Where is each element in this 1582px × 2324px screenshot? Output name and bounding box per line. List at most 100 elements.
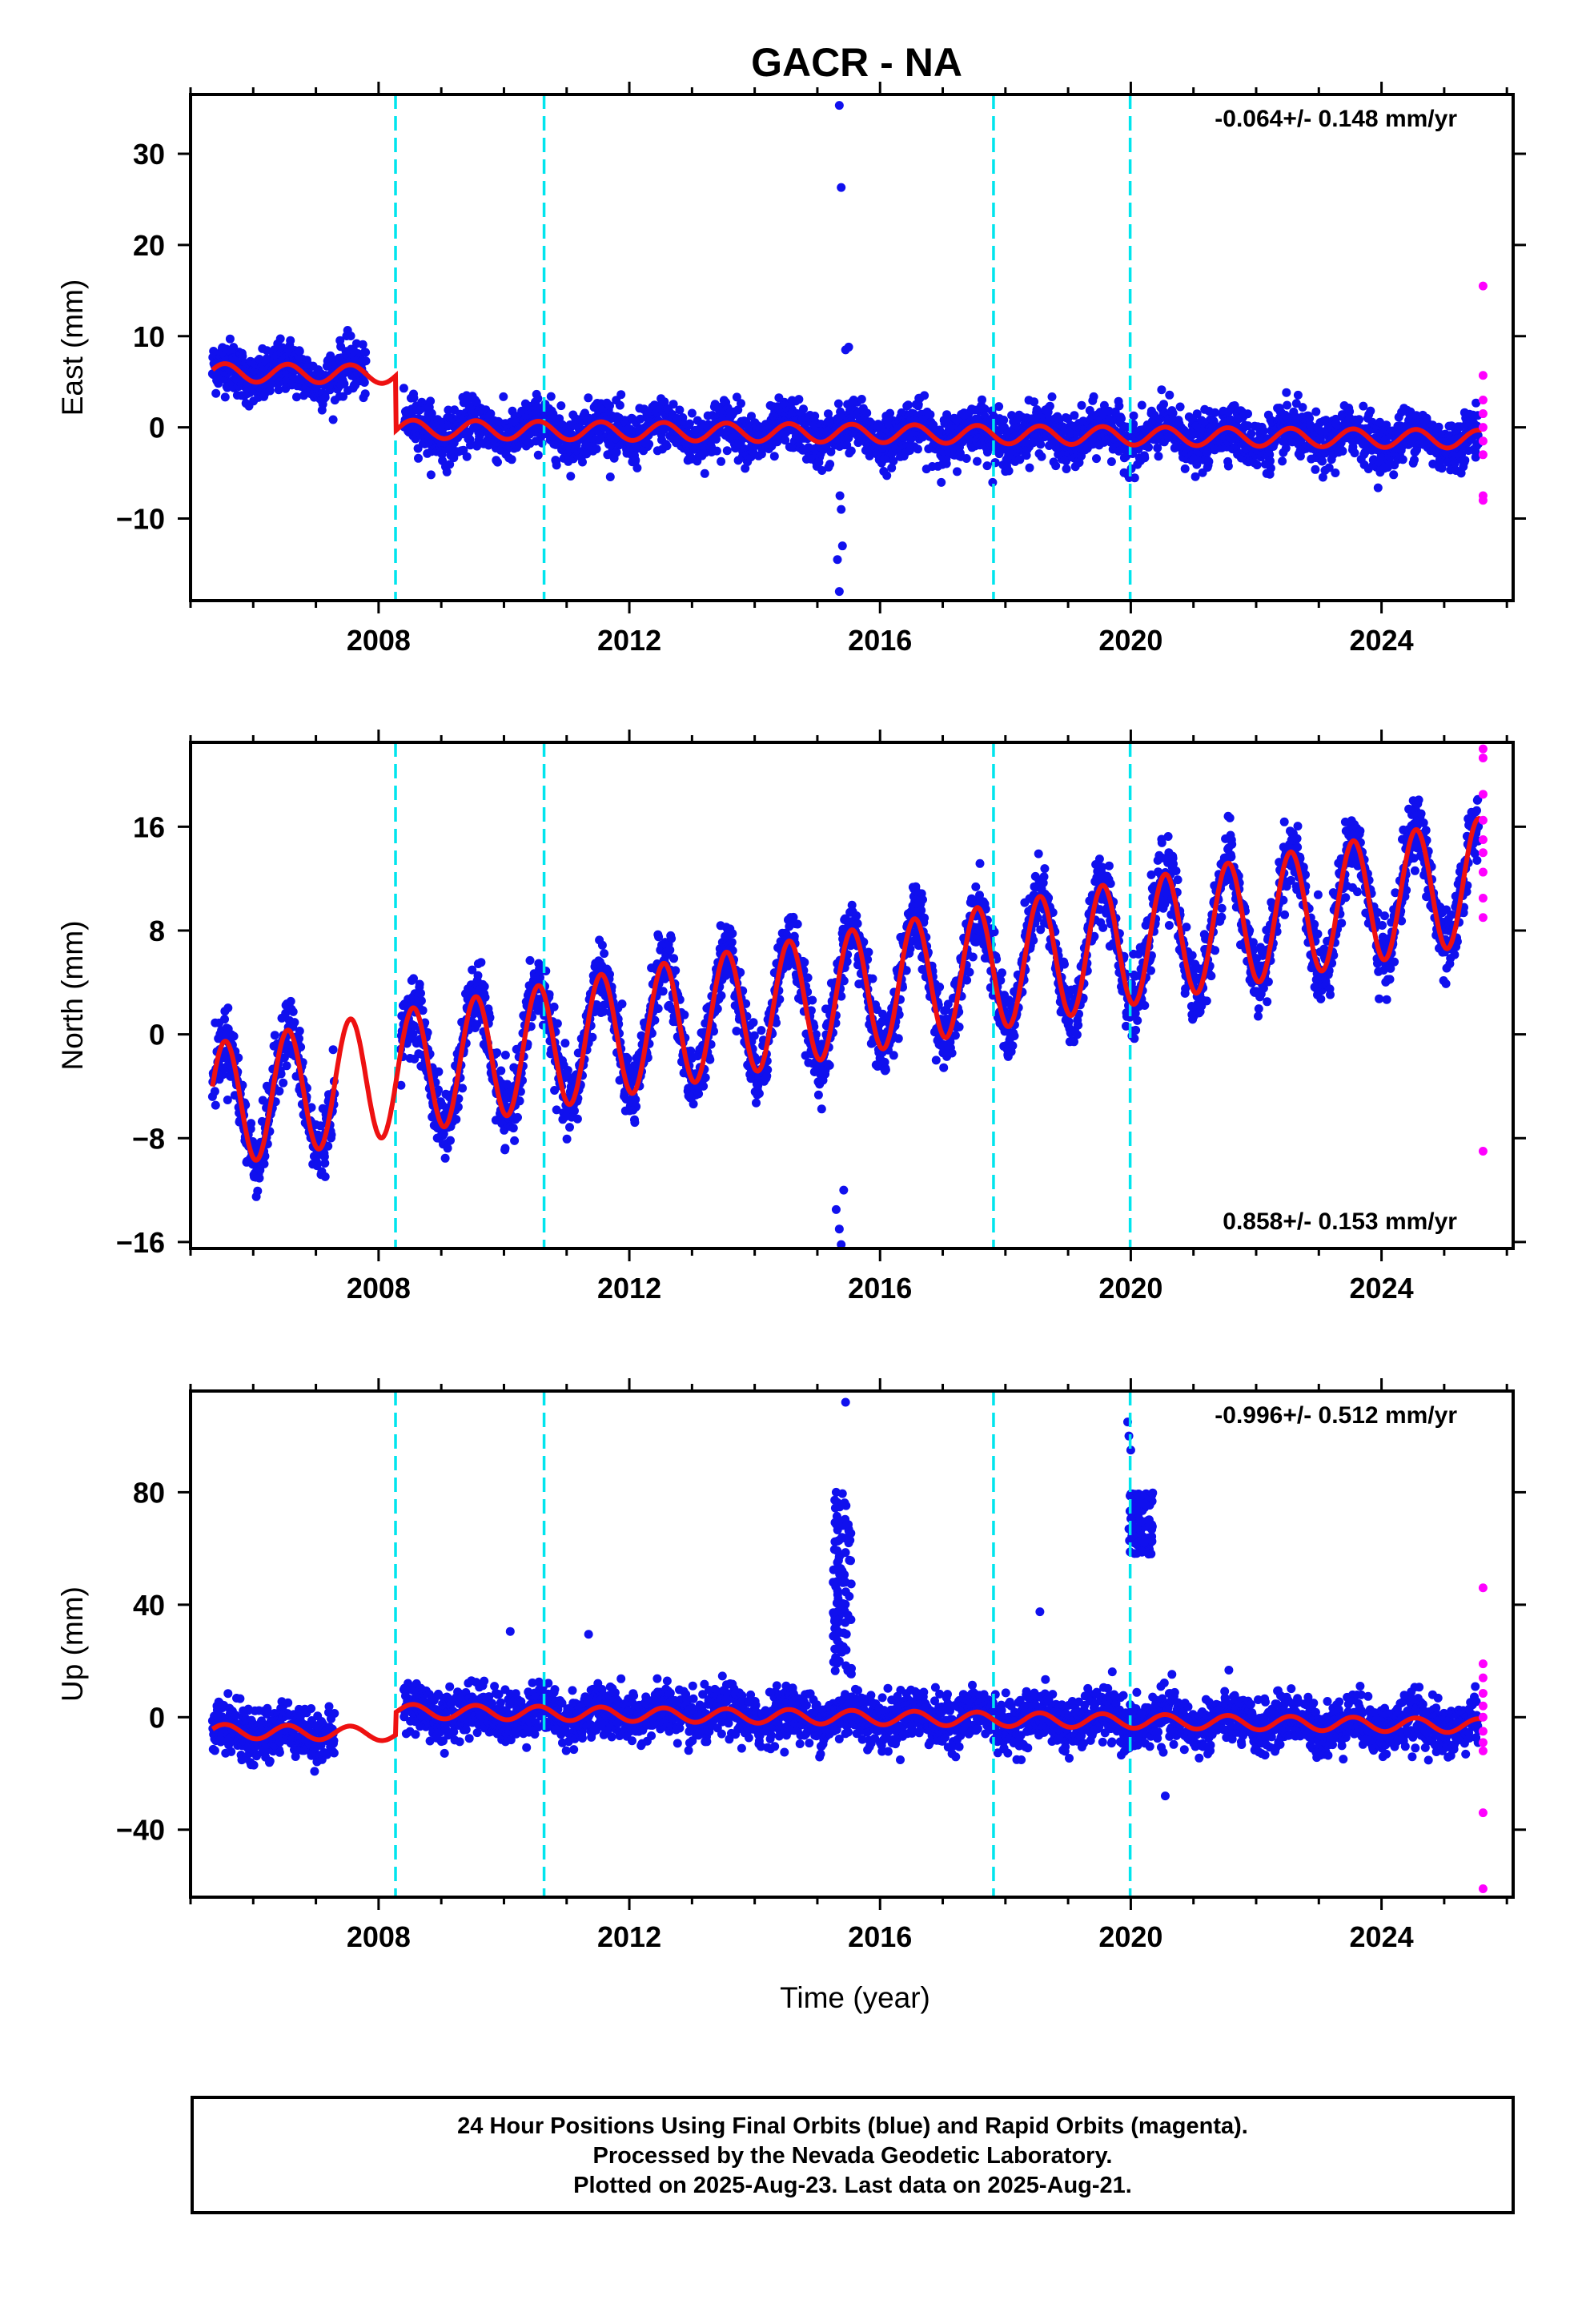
- data-point: [700, 468, 709, 478]
- data-point: [510, 1136, 520, 1145]
- rapid-point: [1478, 450, 1488, 460]
- data-point: [1157, 385, 1166, 395]
- data-point: [1472, 398, 1481, 408]
- north-final-orbit-points: [207, 794, 1484, 1248]
- rapid-point: [1478, 436, 1488, 446]
- data-point: [466, 440, 475, 450]
- data-point: [549, 1002, 559, 1011]
- data-point: [1137, 400, 1146, 410]
- data-point: [685, 419, 694, 428]
- data-point: [288, 1007, 298, 1016]
- data-point: [513, 1112, 522, 1122]
- plot-frame: [189, 93, 1515, 602]
- data-point: [781, 436, 790, 445]
- data-point: [1106, 457, 1116, 466]
- data-point: [360, 389, 370, 399]
- data-point: [1473, 431, 1483, 440]
- rapid-point: [1478, 496, 1488, 505]
- data-point: [223, 1003, 233, 1013]
- data-point: [225, 334, 235, 344]
- x-tick-label: 2016: [848, 624, 912, 657]
- data-point: [320, 1172, 330, 1181]
- data-point: [1359, 401, 1368, 411]
- data-point: [658, 987, 668, 996]
- data-point: [220, 392, 230, 402]
- data-point: [741, 464, 750, 473]
- data-point: [644, 440, 654, 449]
- data-point: [359, 378, 369, 387]
- data-point: [887, 463, 897, 472]
- data-point: [732, 392, 741, 402]
- data-point: [846, 446, 856, 456]
- data-point: [1283, 400, 1292, 410]
- outlier-point: [837, 183, 846, 192]
- data-point: [636, 414, 645, 424]
- data-point: [582, 449, 592, 459]
- data-point: [1311, 407, 1321, 416]
- data-point: [570, 1106, 579, 1116]
- data-point: [687, 408, 697, 418]
- data-point: [486, 409, 496, 419]
- data-point: [1191, 472, 1200, 481]
- data-point: [1243, 409, 1252, 419]
- data-point: [937, 477, 946, 487]
- data-point: [560, 1039, 570, 1048]
- data-point: [492, 1048, 502, 1058]
- data-point: [1154, 452, 1163, 461]
- data-point: [276, 1069, 286, 1079]
- data-point: [973, 456, 982, 466]
- data-point: [361, 348, 371, 357]
- data-point: [499, 392, 508, 401]
- data-point: [452, 1115, 461, 1124]
- data-point: [295, 347, 304, 356]
- rapid-point: [1478, 423, 1488, 432]
- data-point: [533, 450, 543, 460]
- data-point: [1460, 456, 1470, 465]
- data-point: [562, 1134, 572, 1144]
- data-point: [500, 1144, 510, 1153]
- y-axis-label: East (mm): [56, 279, 89, 416]
- data-point: [312, 1161, 322, 1171]
- data-point: [882, 471, 892, 480]
- data-point: [1030, 397, 1039, 407]
- data-point: [275, 1087, 284, 1096]
- data-point: [415, 979, 424, 989]
- data-point: [1230, 401, 1239, 410]
- data-point: [462, 452, 472, 461]
- outlier-point: [833, 555, 842, 565]
- data-point: [1204, 456, 1214, 466]
- data-point: [414, 453, 423, 463]
- data-point: [265, 386, 275, 396]
- data-point: [1129, 411, 1138, 420]
- outlier-point: [835, 491, 845, 501]
- data-point: [1089, 392, 1098, 401]
- data-point: [493, 457, 502, 467]
- data-point: [1324, 463, 1334, 472]
- data-point: [737, 399, 745, 408]
- data-point: [565, 1123, 574, 1132]
- x-tick-label: 2020: [1098, 624, 1162, 657]
- data-point: [274, 385, 283, 395]
- data-point: [409, 393, 419, 403]
- data-point: [563, 442, 572, 452]
- data-point: [920, 391, 930, 400]
- data-point: [292, 392, 301, 402]
- data-point: [556, 401, 566, 411]
- data-point: [1366, 406, 1375, 416]
- outlier-point: [837, 505, 846, 514]
- data-point: [1077, 400, 1086, 410]
- outlier-point: [844, 342, 853, 352]
- data-point: [857, 395, 866, 404]
- data-point: [632, 1102, 641, 1112]
- data-point: [1159, 400, 1168, 409]
- data-point: [1045, 401, 1054, 411]
- data-point: [307, 1103, 316, 1112]
- data-point: [1298, 403, 1307, 412]
- data-point: [712, 435, 721, 444]
- data-point: [935, 425, 945, 435]
- data-point: [323, 1141, 333, 1151]
- data-point: [675, 405, 685, 415]
- data-point: [712, 446, 721, 456]
- data-point: [1456, 422, 1465, 432]
